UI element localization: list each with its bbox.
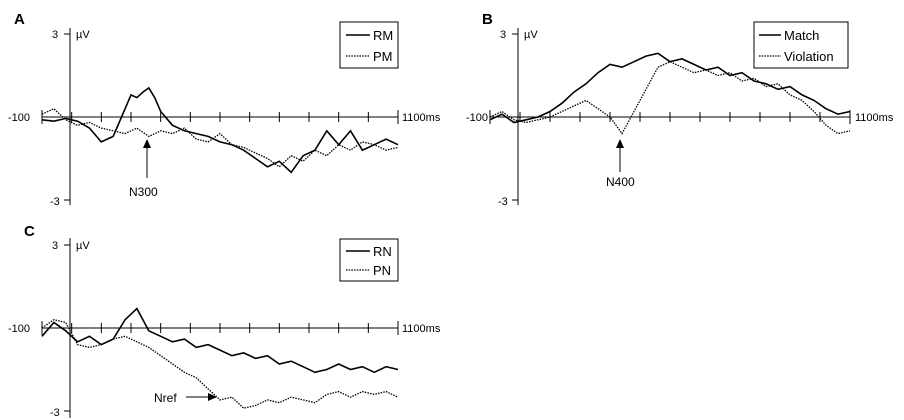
arrow-head-icon [208,393,217,401]
panel-letter-c: C [24,223,35,240]
legend-label-pn: PN [373,263,391,278]
series-line-pn [41,319,399,409]
legend: Match Violation [753,21,849,69]
x-end-label: 1100ms [402,323,441,335]
legend-label-pm: PM [373,49,393,64]
series-line-match [489,52,851,124]
y-unit-label: µV [76,29,90,41]
panel-c: C 3 µV -3 -100 1100ms RN PN Nref [8,223,441,419]
traces [489,52,851,135]
series-line-rm [41,86,399,174]
annotation-n300: N300 [129,139,158,199]
annotation-nref: Nref [154,391,217,405]
y-bottom-label: -3 [498,196,508,208]
panel-a: A 3 µV -3 -100 1100ms RM PM N300 [8,11,441,208]
x-start-label: -100 [466,112,488,124]
legend: RM PM [339,21,399,69]
traces [41,307,399,409]
arrow-head-icon [143,139,151,148]
x-ticks [71,323,369,333]
x-start-label: -100 [8,112,30,124]
legend-label-rm: RM [373,28,393,43]
y-unit-label: µV [524,29,538,41]
annotation-label: N300 [129,185,158,199]
x-end-label: 1100ms [402,112,441,124]
x-end-label: 1100ms [855,112,894,124]
panel-letter-b: B [482,11,493,28]
x-ticks [71,112,369,122]
annotation-label: Nref [154,391,177,405]
series-line-violation [489,60,851,135]
series-line-rn [41,307,399,374]
y-top-label: 3 [52,29,58,41]
y-top-label: 3 [52,240,58,252]
legend: RN PN [339,238,399,282]
x-start-label: -100 [8,323,30,335]
series-line-pm [41,107,399,168]
arrow-head-icon [616,139,624,148]
traces [41,86,399,174]
y-top-label: 3 [500,29,506,41]
y-bottom-label: -3 [50,407,60,419]
legend-box [339,21,399,69]
legend-label-violation: Violation [784,49,834,64]
legend-label-match: Match [784,28,819,43]
panel-letter-a: A [14,11,25,28]
legend-box [753,21,849,69]
annotation-n400: N400 [606,139,635,189]
y-unit-label: µV [76,240,90,252]
annotation-label: N400 [606,175,635,189]
legend-label-rn: RN [373,244,392,259]
y-bottom-label: -3 [50,196,60,208]
legend-box [339,238,399,282]
panel-b: B 3 µV -3 -100 1100ms Match Violation N4… [466,11,894,208]
x-ticks [519,112,821,122]
